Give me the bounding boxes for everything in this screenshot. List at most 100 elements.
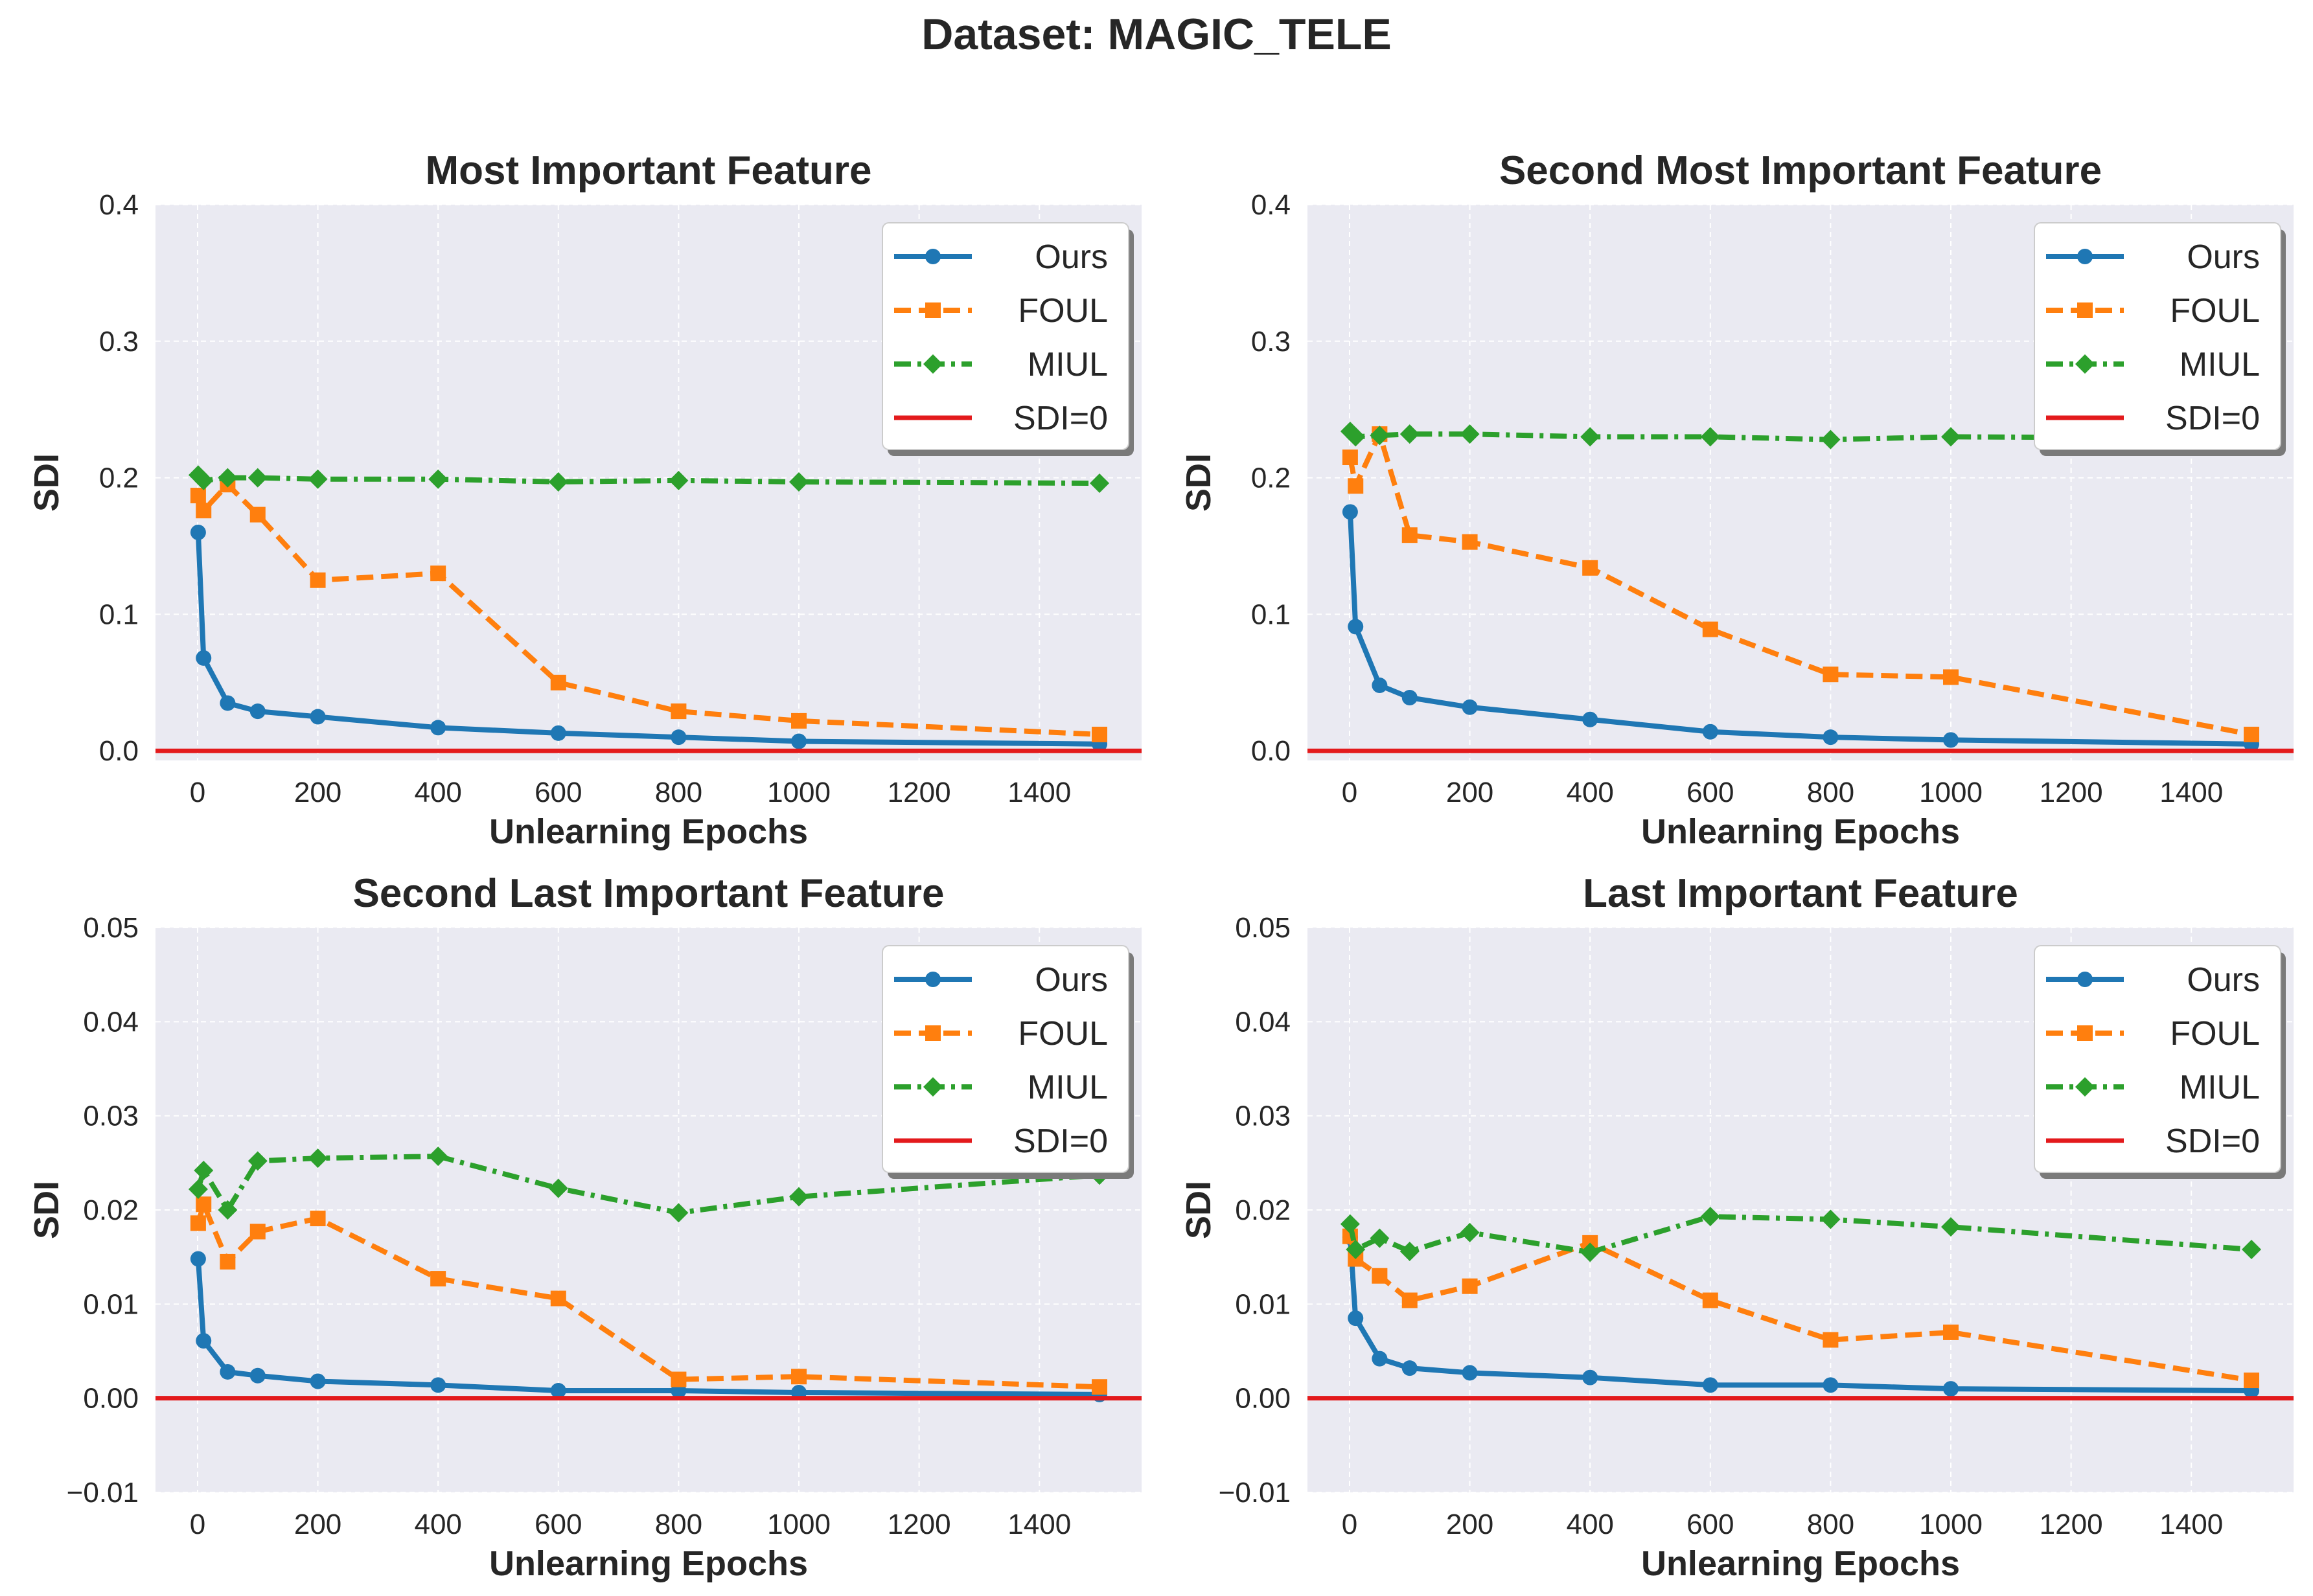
y-axis-label: SDI — [27, 453, 66, 512]
data-layer — [188, 1146, 1110, 1402]
y-tick-label: 0.03 — [83, 1100, 139, 1132]
series-line-ours — [1347, 512, 2252, 747]
x-axis-label: Unlearning Epochs — [489, 1544, 808, 1583]
x-tick-label: 1400 — [1007, 777, 1071, 808]
x-tick-label: 600 — [535, 1509, 582, 1540]
chart-panel-2: 0 200 400 600 800 1000 1200 1400 0.0 0.1 0.2 0.3 0.4… — [1179, 148, 2294, 851]
legend: Ours FOUL MIUL SDI=0 — [882, 945, 1134, 1179]
x-tick-label: 800 — [1807, 777, 1854, 808]
legend-marker — [923, 354, 943, 374]
data-point-ours — [310, 1373, 326, 1389]
data-point-foul — [310, 1211, 326, 1227]
legend-label: MIUL — [2180, 1069, 2260, 1106]
data-point-foul — [1943, 1324, 1959, 1340]
data-point-ours — [550, 725, 566, 741]
x-tick-label: 600 — [535, 777, 582, 808]
data-point-foul — [1702, 1292, 1718, 1308]
x-tick-label: 1400 — [1007, 1509, 1071, 1540]
series-line-miul — [196, 1154, 1100, 1216]
data-point-miul — [1460, 424, 1480, 444]
data-point-ours — [1823, 729, 1839, 746]
y-tick-label: 0.2 — [1251, 462, 1291, 494]
data-point-foul — [196, 503, 212, 519]
x-tick-label: 400 — [414, 1509, 461, 1540]
data-point-ours — [791, 733, 807, 749]
legend-label: SDI=0 — [2165, 1123, 2260, 1160]
x-tick-label: 1400 — [2159, 777, 2223, 808]
series-line-ours — [195, 1259, 1100, 1397]
y-tick-label: 0.0 — [1251, 735, 1291, 767]
data-point-miul — [669, 1203, 689, 1223]
data-layer — [188, 465, 1110, 752]
data-point-foul — [430, 565, 446, 582]
data-point-foul — [671, 1371, 687, 1387]
data-point-ours — [1943, 1381, 1959, 1397]
legend-label: FOUL — [1018, 1015, 1108, 1053]
legend-marker — [925, 302, 941, 318]
data-point-ours — [1348, 619, 1364, 635]
y-tick-label: 0.04 — [1235, 1006, 1291, 1038]
data-point-foul — [1372, 1268, 1388, 1284]
legend-box — [2034, 222, 2281, 450]
legend: Ours FOUL MIUL SDI=0 — [2034, 945, 2286, 1179]
data-point-miul — [1346, 1240, 1366, 1260]
legend-label: MIUL — [1028, 1069, 1108, 1106]
data-point-foul — [550, 1290, 566, 1306]
y-tick-label: 0.00 — [1235, 1383, 1291, 1415]
data-point-foul — [2244, 726, 2260, 742]
x-tick-label: 1000 — [767, 777, 831, 808]
data-point-foul — [249, 507, 266, 523]
data-layer — [1340, 1207, 2262, 1399]
y-axis-label: SDI — [1179, 453, 1218, 512]
data-point-miul — [1821, 1209, 1841, 1229]
data-point-foul — [220, 1253, 236, 1270]
data-point-miul — [1580, 1242, 1600, 1262]
data-point-foul — [1092, 726, 1108, 742]
x-tick-label: 1000 — [1919, 1509, 1983, 1540]
data-point-foul — [791, 712, 807, 729]
legend-label: FOUL — [2170, 1015, 2260, 1053]
legend: Ours FOUL MIUL SDI=0 — [2034, 222, 2286, 456]
data-point-ours — [196, 1333, 212, 1349]
y-tick-label: 0.03 — [1235, 1100, 1291, 1132]
legend-marker — [925, 1025, 941, 1041]
legend-label: Ours — [2187, 238, 2260, 276]
data-point-miul — [428, 469, 448, 489]
data-point-ours — [1943, 732, 1959, 748]
x-tick-label: 0 — [1342, 1509, 1357, 1540]
series-line-ours — [1347, 1237, 2252, 1394]
data-point-miul — [218, 468, 238, 488]
series-line-miul — [196, 473, 1100, 486]
x-tick-label: 1400 — [2159, 1509, 2223, 1540]
data-point-ours — [1462, 1365, 1478, 1381]
data-point-ours — [430, 1377, 446, 1393]
data-point-miul — [1346, 427, 1366, 447]
series-line-foul — [1347, 431, 2252, 737]
data-point-ours — [190, 1251, 206, 1267]
data-point-miul — [308, 469, 328, 489]
y-tick-label: 0.00 — [83, 1383, 139, 1415]
legend-label: Ours — [1035, 961, 1108, 999]
data-point-ours — [249, 1367, 266, 1384]
y-tick-label: 0.02 — [83, 1194, 139, 1226]
y-tick-label: 0.3 — [99, 326, 139, 358]
legend-box — [882, 222, 1129, 450]
data-point-miul — [247, 1151, 268, 1171]
legend-box — [2034, 945, 2281, 1173]
data-point-ours — [1702, 1377, 1718, 1393]
data-point-miul — [194, 1160, 214, 1180]
data-point-foul — [671, 703, 687, 720]
y-tick-label: 0.0 — [99, 735, 139, 767]
data-point-foul — [1462, 1278, 1478, 1294]
data-point-miul — [1090, 473, 1110, 494]
y-tick-label: 0.01 — [1235, 1288, 1291, 1320]
figure-suptitle: Dataset: MAGIC_TELE — [921, 10, 1392, 59]
y-tick-label: 0.2 — [99, 462, 139, 494]
series-line-miul — [1348, 429, 2252, 442]
data-point-ours — [1582, 1369, 1598, 1385]
data-point-miul — [247, 468, 268, 488]
legend-label: FOUL — [2170, 292, 2260, 330]
data-point-foul — [249, 1224, 266, 1240]
data-point-foul — [190, 1215, 206, 1231]
chart-title: Second Last Important Feature — [353, 871, 945, 916]
